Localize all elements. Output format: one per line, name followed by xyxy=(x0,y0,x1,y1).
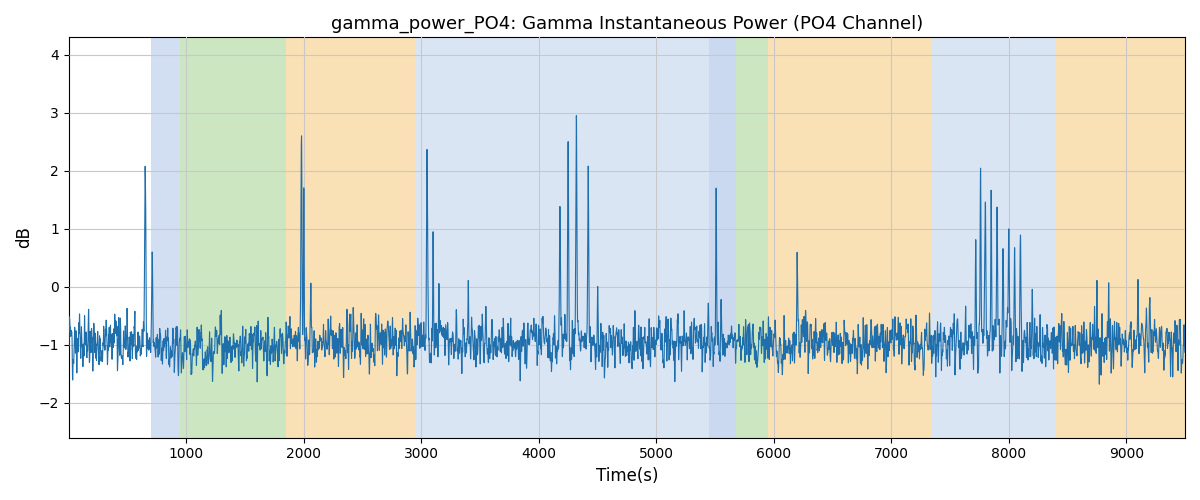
Bar xyxy=(709,38,736,438)
Bar xyxy=(286,38,415,438)
Y-axis label: dB: dB xyxy=(16,226,34,248)
Bar xyxy=(1056,38,1186,438)
Bar xyxy=(151,38,180,438)
X-axis label: Time(s): Time(s) xyxy=(595,467,658,485)
Bar xyxy=(932,38,1056,438)
Bar xyxy=(768,38,932,438)
Bar xyxy=(736,38,768,438)
Bar xyxy=(180,38,286,438)
Title: gamma_power_PO4: Gamma Instantaneous Power (PO4 Channel): gamma_power_PO4: Gamma Instantaneous Pow… xyxy=(331,15,923,34)
Bar xyxy=(415,38,709,438)
